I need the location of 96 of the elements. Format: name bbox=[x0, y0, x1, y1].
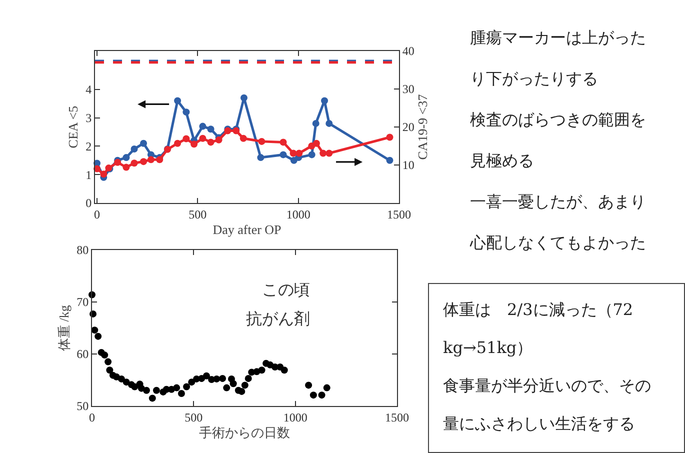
point bbox=[213, 375, 220, 382]
point bbox=[174, 97, 182, 104]
point bbox=[140, 140, 148, 147]
point bbox=[258, 366, 266, 374]
point bbox=[320, 150, 327, 157]
point bbox=[182, 135, 190, 142]
point bbox=[174, 140, 182, 147]
point bbox=[199, 134, 206, 142]
x-tick-label: 1000 bbox=[283, 410, 308, 424]
point bbox=[241, 382, 248, 389]
y2-tick-label: 40 bbox=[402, 44, 414, 58]
y2-tick-label: 20 bbox=[402, 120, 414, 134]
text: り下がったりする bbox=[470, 69, 599, 90]
point bbox=[94, 332, 102, 340]
y-tick-label: 60 bbox=[76, 347, 89, 362]
text: kg→51kg） bbox=[443, 338, 534, 359]
point bbox=[223, 384, 230, 392]
point bbox=[130, 146, 138, 153]
point bbox=[142, 386, 150, 394]
y-tick-label: 50 bbox=[76, 399, 89, 414]
point bbox=[240, 94, 248, 102]
point bbox=[118, 375, 125, 382]
point bbox=[326, 150, 333, 157]
point bbox=[312, 120, 320, 127]
text: 量にふさわしい生活をする bbox=[443, 414, 636, 435]
point bbox=[326, 120, 333, 127]
point bbox=[386, 156, 394, 164]
point bbox=[140, 158, 148, 166]
text: 検査のばらつきの範囲を bbox=[470, 110, 647, 131]
x-tick-label: 1500 bbox=[387, 207, 411, 222]
point bbox=[312, 140, 320, 147]
y2-tick-label: 30 bbox=[402, 82, 414, 96]
x-tick-label: 1500 bbox=[385, 410, 409, 424]
x-tick-label: 500 bbox=[188, 207, 207, 222]
point bbox=[190, 140, 198, 148]
point bbox=[130, 160, 138, 167]
text: 食事量が半分近いので、その bbox=[443, 376, 652, 397]
point bbox=[207, 126, 214, 133]
point bbox=[318, 392, 326, 399]
point bbox=[244, 374, 252, 382]
text: 一喜一憂したが、あまり bbox=[470, 192, 647, 213]
point bbox=[230, 380, 237, 388]
x-axis-title: 手術からの日数 bbox=[199, 425, 290, 440]
point bbox=[91, 326, 98, 334]
annotation: 抗がん剤 bbox=[246, 309, 310, 328]
point bbox=[308, 151, 316, 158]
point bbox=[258, 138, 266, 145]
point bbox=[202, 372, 210, 380]
point bbox=[280, 138, 287, 146]
text: 腫瘍マーカーは上がった bbox=[470, 28, 647, 49]
point bbox=[122, 164, 130, 171]
annotation: この頃 bbox=[262, 280, 310, 299]
point bbox=[386, 134, 394, 141]
point bbox=[178, 390, 185, 398]
point bbox=[296, 150, 303, 157]
point bbox=[183, 383, 190, 390]
y-tick-label: 0 bbox=[86, 196, 92, 210]
point bbox=[323, 384, 330, 392]
x-axis-title: Day after OP bbox=[212, 222, 282, 237]
point bbox=[152, 386, 160, 394]
point bbox=[182, 108, 190, 116]
point bbox=[207, 138, 214, 146]
point bbox=[240, 134, 247, 142]
y-tick-label: 70 bbox=[76, 295, 89, 310]
y-tick-label: 3 bbox=[86, 110, 92, 125]
x-tick-label: 500 bbox=[184, 410, 203, 424]
point bbox=[321, 97, 328, 104]
point bbox=[122, 154, 130, 162]
point bbox=[148, 394, 156, 402]
point bbox=[305, 382, 312, 389]
y-tick-label: 2 bbox=[86, 139, 92, 154]
point bbox=[101, 352, 108, 359]
point bbox=[104, 358, 112, 366]
point bbox=[310, 392, 317, 399]
point bbox=[280, 151, 287, 158]
y-tick-label: 80 bbox=[76, 243, 89, 258]
point bbox=[106, 366, 114, 374]
point bbox=[280, 366, 288, 374]
text: 心配しなくてもよかった bbox=[470, 233, 647, 254]
y-tick-label: 1 bbox=[86, 168, 92, 182]
y2-tick-label: 10 bbox=[402, 158, 414, 172]
point bbox=[238, 388, 246, 395]
point bbox=[188, 378, 196, 386]
text: 体重は 2/3に減った（72 bbox=[443, 300, 634, 321]
point bbox=[199, 122, 206, 130]
point bbox=[219, 374, 226, 382]
point bbox=[147, 156, 154, 164]
point bbox=[100, 170, 108, 178]
x-tick-label: 1000 bbox=[286, 207, 310, 222]
y2-axis-title: CA19-9 <37 bbox=[415, 94, 430, 160]
text: 見極める bbox=[470, 151, 535, 172]
point bbox=[173, 384, 180, 392]
y-axis-title: CEA <5 bbox=[66, 106, 81, 148]
point bbox=[257, 154, 264, 162]
y-tick-label: 4 bbox=[86, 82, 92, 97]
y-axis-title: 体重 /kg bbox=[56, 304, 72, 351]
